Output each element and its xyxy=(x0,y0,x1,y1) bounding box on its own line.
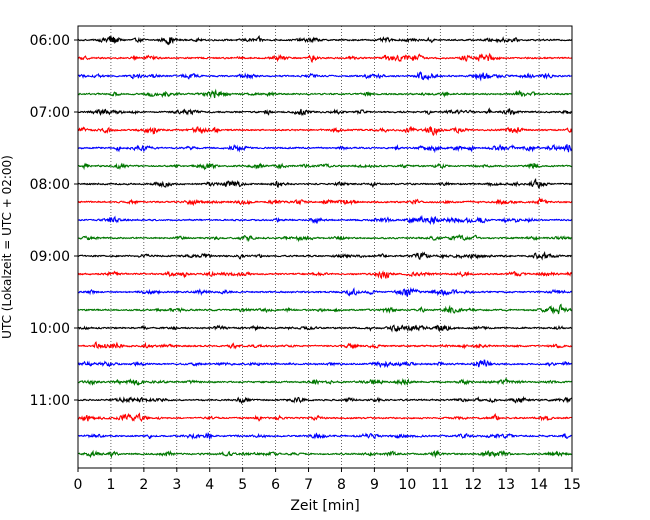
trace-0715 xyxy=(77,125,573,137)
x-axis-label: Zeit [min] xyxy=(290,498,359,514)
trace-1115 xyxy=(77,412,573,423)
y-axis-label: UTC (Lokalzeit = UTC + 02:00) xyxy=(0,155,14,339)
x-tick-label: 1 xyxy=(106,477,115,493)
x-tick-label: 3 xyxy=(172,477,181,493)
x-tick-label: 2 xyxy=(139,477,148,493)
x-tick-label: 14 xyxy=(530,477,548,493)
y-tick-label: 10:00 xyxy=(30,321,70,337)
x-tick-label: 13 xyxy=(497,477,515,493)
x-tick-label: 15 xyxy=(563,477,581,493)
trace-0900 xyxy=(77,251,572,261)
trace-0730 xyxy=(77,143,573,154)
x-tick-label: 4 xyxy=(205,477,214,493)
trace-0700 xyxy=(77,107,573,117)
trace-0630 xyxy=(77,71,573,82)
trace-0830 xyxy=(78,214,573,225)
y-tick-label: 08:00 xyxy=(30,177,70,193)
y-tick-label: 06:00 xyxy=(30,33,70,49)
x-tick-label: 11 xyxy=(431,477,449,493)
trace-0815 xyxy=(78,197,573,207)
y-tick-label: 07:00 xyxy=(30,105,70,121)
trace-1145 xyxy=(78,449,573,459)
plot-area xyxy=(78,26,572,468)
x-tick-label: 9 xyxy=(370,477,379,493)
trace-0845 xyxy=(77,233,573,243)
y-axis-ticks: 06:00 07:00 08:00 09:00 10:00 11:00 xyxy=(30,33,78,409)
trace-0800 xyxy=(77,178,573,190)
trace-0600 xyxy=(77,35,573,46)
y-tick-label: 11:00 xyxy=(30,393,70,409)
x-axis-ticks: 0 1 2 3 4 5 6 7 8 9 10 11 12 13 14 15 xyxy=(74,468,581,493)
trace-1030 xyxy=(77,359,573,369)
plot-frame xyxy=(77,25,573,469)
x-tick-label: 12 xyxy=(464,477,482,493)
trace-0645 xyxy=(78,88,573,99)
x-tick-label: 8 xyxy=(337,477,346,493)
y-tick-label: 09:00 xyxy=(30,249,70,265)
x-tick-label: 7 xyxy=(304,477,313,493)
trace-1045 xyxy=(77,377,573,386)
trace-group xyxy=(77,35,573,459)
x-tick-label: 6 xyxy=(271,477,280,493)
trace-0615 xyxy=(77,52,573,64)
trace-0930 xyxy=(77,286,573,297)
trace-1130 xyxy=(77,432,573,441)
x-tick-label: 10 xyxy=(398,477,416,493)
trace-1000 xyxy=(78,324,573,333)
trace-0915 xyxy=(77,270,573,280)
x-tick-label: 0 xyxy=(74,477,83,493)
x-tick-label: 5 xyxy=(238,477,247,493)
trace-1100 xyxy=(77,395,573,405)
trace-1015 xyxy=(78,341,573,350)
trace-0945 xyxy=(77,303,573,315)
trace-0745 xyxy=(77,162,573,171)
